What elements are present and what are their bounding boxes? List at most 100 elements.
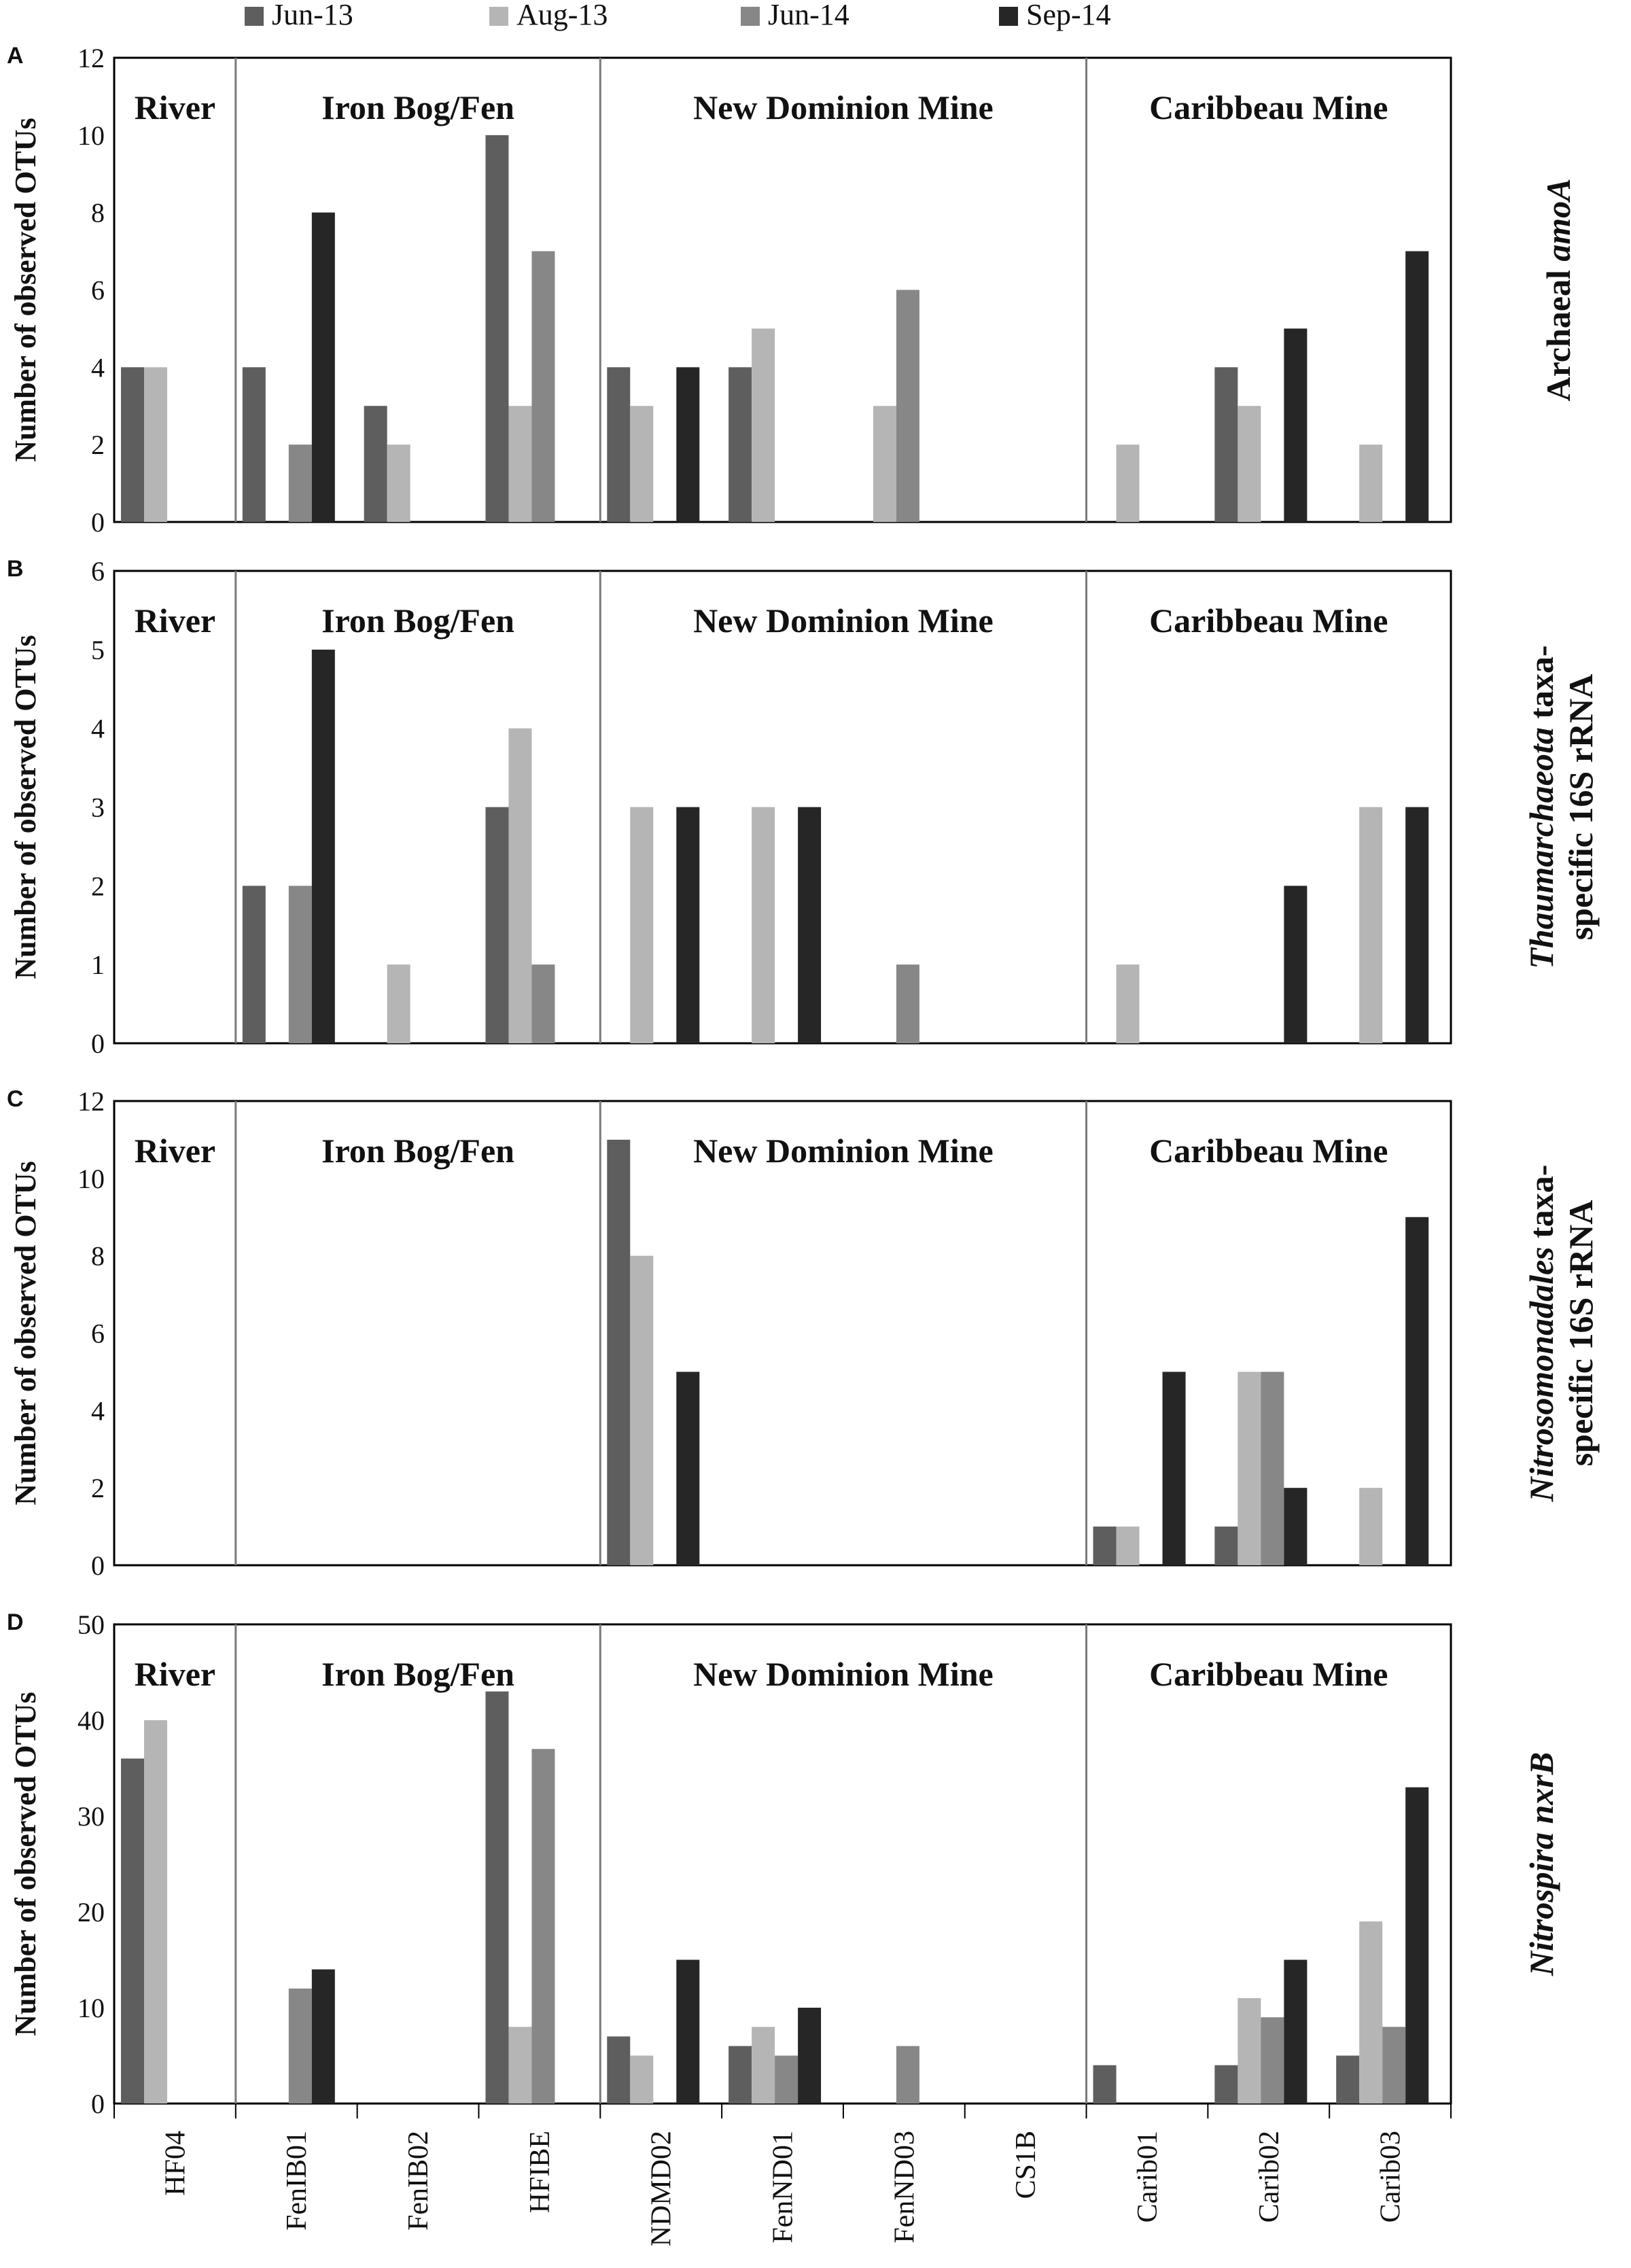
site-label-carib01: Carib01 [1132,2131,1163,2222]
bar-d-carib01-jun-13 [1093,2065,1117,2104]
legend-swatch-jun-13 [245,7,264,26]
bar-d-carib02-aug-13 [1238,1997,1261,2104]
side-label-line1: Archaeal amoA [1539,178,1577,401]
side-label-line1: Nitrosomonadales taxa- [1522,1165,1560,1503]
region-label: Caribbeau Mine [1149,601,1388,640]
bar-d-fennd01-aug-13 [752,2027,775,2104]
site-label-fenib02: FenIB02 [403,2131,434,2231]
region-label: New Dominion Mine [693,1655,994,1693]
y-tick-label: 3 [91,792,105,823]
y-tick-label: 1 [91,949,105,980]
site-label-hfibe: HFIBE [525,2131,556,2213]
bar-d-ndmd02-aug-13 [630,2055,654,2104]
bar-a-carib03-sep-14 [1405,251,1429,522]
region-label: River [135,1132,215,1170]
side-label-line1: Nitrospira nxrB [1522,1752,1560,1976]
bar-a-fennd01-jun-13 [729,367,752,522]
region-label: Caribbeau Mine [1149,1132,1388,1170]
y-tick-label: 8 [91,1241,105,1272]
y-tick-label: 4 [91,1395,105,1426]
bar-a-carib02-aug-13 [1238,406,1261,522]
bar-d-ndmd02-jun-13 [607,2036,631,2104]
y-tick-label: 4 [91,714,105,744]
bar-d-carib03-jun-14 [1382,2027,1406,2104]
bar-a-fenib01-jun-14 [288,444,312,522]
bar-d-fennd01-sep-14 [798,2008,822,2104]
y-tick-label: 10 [77,120,105,151]
bar-b-carib01-aug-13 [1116,964,1140,1043]
legend-label-jun-13: Jun-13 [272,0,353,31]
side-label-part: specific 16S rRNA [1562,1200,1600,1467]
region-label: New Dominion Mine [693,601,994,640]
y-tick-label: 10 [77,1164,105,1194]
side-label-part: Nitrosomonadales [1522,1246,1560,1502]
side-label-line2: specific 16S rRNA [1562,674,1600,941]
bar-c-carib02-sep-14 [1284,1488,1308,1565]
site-label-carib03: Carib03 [1375,2131,1407,2222]
bar-d-carib03-sep-14 [1405,1787,1429,2104]
y-tick-label: 5 [91,635,105,665]
y-tick-label: 10 [77,1993,105,2023]
side-label-part: amoA [1539,178,1577,261]
y-axis-label: Number of observed OTUs [9,1692,42,2036]
bar-b-fennd01-sep-14 [798,807,822,1043]
y-tick-label: 6 [91,275,105,306]
bar-d-carib03-jun-13 [1336,2055,1360,2104]
bar-c-carib03-aug-13 [1359,1488,1383,1565]
bar-c-ndmd02-aug-13 [630,1255,654,1565]
bar-c-carib03-sep-14 [1405,1217,1429,1565]
y-tick-label: 12 [77,1086,105,1117]
y-tick-label: 4 [91,352,105,383]
bar-d-fennd01-jun-13 [729,2046,752,2104]
region-label: New Dominion Mine [693,88,994,126]
side-label: Nitrospira nxrB [1522,1752,1560,1976]
bar-b-carib02-sep-14 [1284,886,1308,1043]
bar-a-ndmd02-jun-13 [607,367,631,522]
bar-c-ndmd02-jun-13 [607,1139,631,1565]
y-tick-label: 0 [91,1028,105,1059]
y-tick-label: 50 [77,1609,105,1640]
y-tick-label: 2 [91,871,105,901]
bar-d-carib03-aug-13 [1359,1921,1383,2104]
bar-a-fennd03-aug-13 [873,406,896,522]
bar-a-hfibe-aug-13 [508,406,532,522]
side-label-part: specific 16S rRNA [1562,674,1600,941]
plot-frame [113,570,1452,1045]
site-label-cs1b: CS1B [1011,2131,1042,2199]
panel-letter-c: C [7,1086,24,1112]
region-label: River [135,601,215,640]
y-tick-label: 0 [91,2089,105,2119]
bar-a-fennd01-aug-13 [752,328,775,522]
bar-d-fennd03-jun-14 [896,2046,919,2104]
panel-letter-a: A [7,43,24,69]
bar-a-hfibe-jun-14 [531,251,555,522]
y-tick-label: 0 [91,1550,105,1581]
site-label-ndmd02: NDMD02 [646,2131,678,2246]
region-label: Iron Bog/Fen [321,601,514,640]
bar-d-ndmd02-sep-14 [676,1959,700,2104]
region-label: Iron Bog/Fen [321,1132,514,1170]
side-label-part: Nitrospira [1522,1832,1560,1976]
side-label-part: Archaeal [1539,262,1577,402]
bar-b-fenib01-sep-14 [311,649,335,1043]
panel-letter-b: B [7,556,24,582]
bar-d-hf04-aug-13 [144,1720,167,2104]
plot-frame [113,1100,1452,1567]
bar-b-fenib01-jun-13 [242,886,266,1043]
y-tick-label: 30 [77,1801,105,1832]
y-tick-label: 12 [77,43,105,73]
bar-a-carib02-jun-13 [1214,367,1238,522]
site-label-carib02: Carib02 [1254,2131,1285,2222]
legend-swatch-aug-13 [489,7,508,26]
bar-d-fenib01-jun-14 [288,1988,312,2104]
side-label: Nitrosomonadales taxa-specific 16S rRNA [1522,1165,1600,1503]
bar-d-hfibe-jun-14 [531,1749,555,2104]
bar-b-hfibe-jun-14 [531,964,555,1043]
bar-d-carib02-jun-14 [1261,2017,1284,2104]
bar-b-carib03-aug-13 [1359,807,1383,1043]
bar-a-fennd03-jun-14 [896,290,919,522]
bar-a-hfibe-jun-13 [485,135,509,523]
site-label-fennd01: FenND01 [768,2131,799,2244]
bar-c-carib02-aug-13 [1238,1372,1261,1565]
